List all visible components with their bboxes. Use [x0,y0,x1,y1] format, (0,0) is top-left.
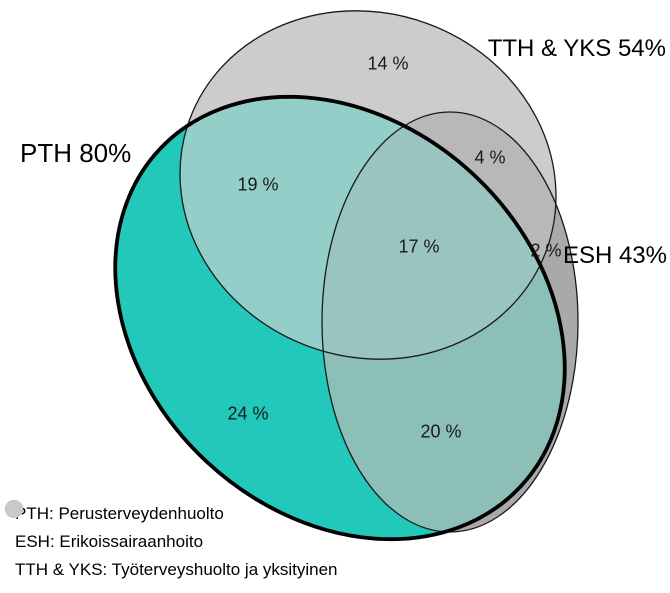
set-label-tth-yks: TTH & YKS 54% [487,35,666,62]
region-label-pth-only: 24 % [227,403,269,424]
region-label-pth-esh: 20 % [420,421,462,442]
set-label-esh: ESH 43% [562,242,667,269]
region-label-pth-tth: 19 % [237,174,279,195]
tth-yks-outline [179,10,557,360]
region-pth-tth-esh [322,112,565,412]
set-label-pth: PTH 80% [20,138,132,168]
legend-label-esh: ESH: Erikoissairaanhoito [15,532,204,551]
legend-item-tth-yks: TTH & YKS: Työterveyshuolto ja yksityine… [5,500,338,584]
legend: PTH: Perusterveydenhuolto ESH: Erikoissa… [5,500,338,584]
pth-outline [113,94,567,542]
legend-label-tth-yks: TTH & YKS: Työterveyshuolto ja yksityine… [15,560,338,579]
legend-label-pth: PTH: Perusterveydenhuolto [15,504,224,523]
legend-item-esh: ESH: Erikoissairaanhoito [5,500,338,556]
region-label-center: 17 % [398,236,440,257]
tth-yks-swatch-icon [5,500,23,518]
region-label-esh-only: 2 % [530,240,562,261]
region-label-tth-esh: 4 % [474,147,506,168]
region-label-tth-only: 14 % [367,53,409,74]
legend-item-pth: PTH: Perusterveydenhuolto [5,500,338,528]
